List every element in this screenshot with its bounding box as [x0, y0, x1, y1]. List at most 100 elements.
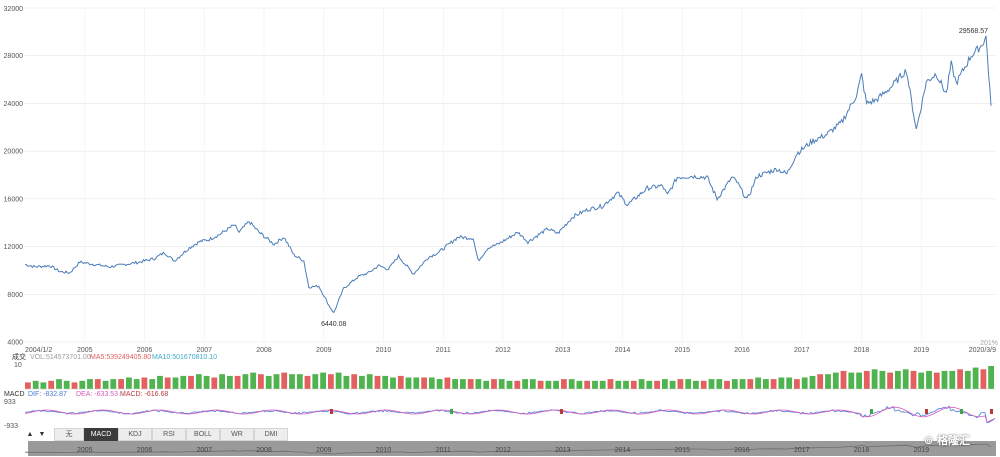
- volume-bar: [79, 380, 86, 389]
- volume-bar: [988, 366, 994, 389]
- volume-vol-value: VOL:514573701.00: [30, 354, 91, 361]
- volume-bar: [250, 372, 257, 389]
- navigator-tick-label: 2010: [376, 447, 392, 454]
- price-series-line: [24, 35, 992, 314]
- macd-histogram: [330, 409, 993, 414]
- volume-bar: [211, 377, 218, 389]
- volume-bar: [498, 379, 505, 389]
- volume-bar: [71, 382, 78, 389]
- volume-bar: [366, 374, 373, 389]
- volume-bar: [794, 379, 800, 389]
- volume-bar: [227, 375, 233, 389]
- volume-bar: [444, 377, 451, 389]
- volume-bar: [351, 374, 358, 389]
- navigator-tick-label: 2011: [436, 447, 451, 454]
- navigator-tick-label: 2007: [196, 447, 212, 454]
- volume-bar: [335, 372, 342, 389]
- volume-bar: [902, 369, 909, 389]
- volume-bar: [374, 375, 381, 389]
- tab-none[interactable]: 无: [54, 428, 84, 441]
- volume-bar: [685, 379, 692, 389]
- tab-wr[interactable]: WR: [220, 428, 254, 441]
- x-tick-label: 2015: [675, 347, 691, 354]
- volume-bar: [871, 369, 878, 389]
- volume-bar: [428, 377, 435, 389]
- volume-header: 成交 VOL:514573701.00 MA5:539249405.80 MA1…: [12, 352, 217, 369]
- y-tick-label: 24000: [4, 101, 24, 108]
- volume-bar: [941, 370, 948, 389]
- y-tick-label: 20000: [4, 149, 24, 156]
- macd-title: MACD: [4, 391, 25, 398]
- tab-rsi[interactable]: RSI: [152, 428, 186, 441]
- volume-bar: [467, 379, 474, 389]
- volume-bar: [933, 372, 940, 389]
- x-tick-label: 2012: [495, 347, 511, 354]
- macd-histogram-bar: [330, 409, 333, 414]
- volume-bar: [289, 374, 295, 389]
- navigator-tick-label: 2012: [495, 447, 511, 454]
- macd-y-tick-top: 933: [4, 399, 16, 406]
- volume-bar: [180, 375, 187, 389]
- navigator-tick-label: 2009: [316, 447, 332, 454]
- volume-bar: [537, 380, 544, 389]
- tab-kdj[interactable]: KDJ: [118, 428, 152, 441]
- tab-dmi[interactable]: DMI: [254, 428, 288, 441]
- y-tick-label: 12000: [4, 244, 24, 251]
- volume-bar: [669, 380, 676, 389]
- volume-bar: [863, 370, 870, 389]
- brand-name: 格隆汇: [937, 434, 971, 447]
- volume-bar: [359, 375, 365, 389]
- volume-bar: [413, 377, 420, 389]
- macd-histogram-bar: [960, 409, 963, 414]
- volume-bar: [397, 375, 404, 389]
- volume-bar: [522, 379, 528, 389]
- x-tick-label: 2008: [256, 347, 272, 354]
- volume-bar: [312, 374, 319, 389]
- macd-dea-value: DEA: -633.53: [76, 391, 118, 398]
- volume-bar: [561, 379, 567, 389]
- volume-bar: [265, 375, 272, 389]
- x-tick-label: 2005: [77, 347, 93, 354]
- start-date-label: 2004/1/2: [25, 347, 52, 354]
- volume-bar: [382, 375, 389, 389]
- y-right-tick-label: 201%: [980, 340, 998, 347]
- macd-dea-line: [24, 406, 996, 423]
- y-tick-label: 32000: [4, 6, 24, 13]
- scroll-down-arrow-icon[interactable]: ▼: [38, 431, 46, 438]
- volume-ma10-value: MA10:501670810.10: [152, 354, 217, 361]
- volume-bar: [32, 380, 39, 389]
- volume-bar: [258, 374, 264, 389]
- x-tick-label: 2018: [854, 347, 870, 354]
- x-tick-label: 2017: [794, 347, 810, 354]
- volume-bar: [708, 379, 715, 389]
- brand-logo: ⊚ 格隆汇: [924, 432, 970, 448]
- tab-boll[interactable]: BOLL: [186, 428, 220, 441]
- volume-bar: [40, 382, 47, 389]
- volume-bar: [87, 379, 93, 389]
- scroll-up-arrow-icon[interactable]: ▲: [26, 431, 34, 438]
- macd-histogram-bar: [925, 409, 928, 414]
- navigator-tick-label: 2014: [615, 447, 631, 454]
- volume-bar: [817, 374, 824, 389]
- volume-bar: [48, 380, 55, 389]
- volume-y-tick: 10: [14, 362, 22, 369]
- volume-bar: [320, 372, 326, 389]
- navigator-background[interactable]: [28, 441, 996, 456]
- volume-bar: [56, 379, 62, 389]
- volume-bar: [94, 379, 101, 389]
- volume-bar: [203, 375, 210, 389]
- volume-bar: [133, 379, 140, 389]
- macd-histogram-bar: [560, 409, 563, 414]
- volume-bar: [856, 372, 862, 389]
- volume-bar: [832, 372, 839, 389]
- x-tick-label: 2019: [914, 347, 930, 354]
- volume-bar: [646, 380, 653, 389]
- tab-macd[interactable]: MACD: [84, 428, 118, 441]
- volume-bar: [615, 380, 622, 389]
- x-tick-label: 2014: [615, 347, 631, 354]
- navigator-tick-label: 2008: [256, 447, 272, 454]
- volume-bar: [724, 380, 730, 389]
- volume-bar: [786, 377, 793, 389]
- volume-bar: [491, 379, 497, 389]
